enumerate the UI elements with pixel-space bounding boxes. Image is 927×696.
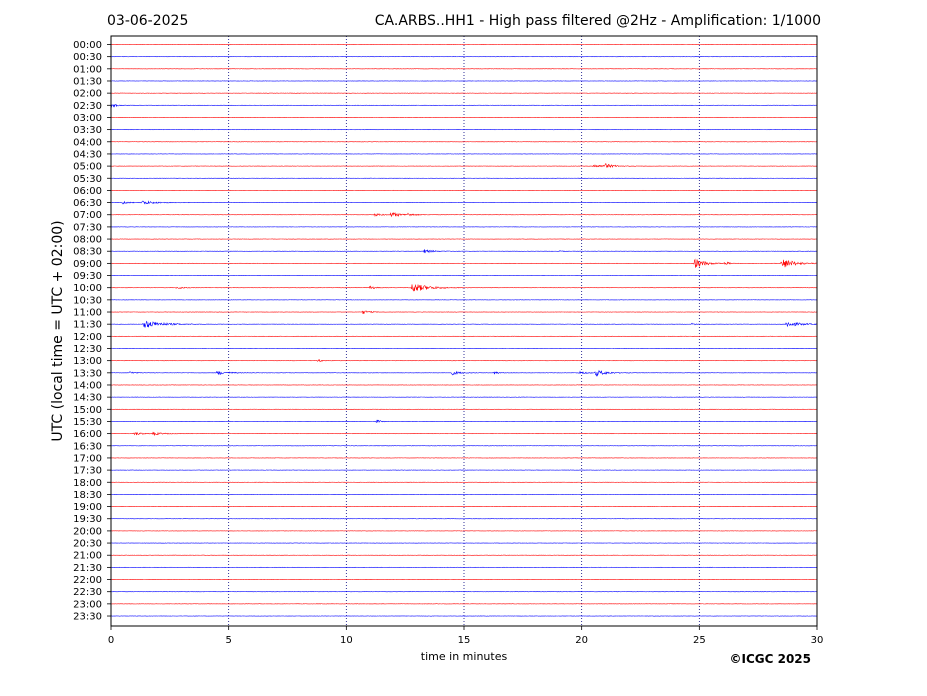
y-tick-label: 06:00 <box>73 186 102 197</box>
y-tick-label: 03:00 <box>73 113 102 124</box>
y-tick-label: 09:30 <box>73 271 102 282</box>
trace-1100 <box>110 310 818 314</box>
y-tick-label: 09:00 <box>73 259 102 270</box>
date-label: 03-06-2025 <box>107 13 188 29</box>
y-tick-label: 18:00 <box>73 478 102 489</box>
x-tick-label: 30 <box>811 635 824 646</box>
copyright-label: ©ICGC 2025 <box>729 652 811 666</box>
x-tick-label: 0 <box>108 635 114 646</box>
y-tick-label: 16:00 <box>73 429 102 440</box>
y-tick-label: 14:30 <box>73 393 102 404</box>
y-tick-label: 13:30 <box>73 368 102 379</box>
y-tick-label: 00:30 <box>73 52 102 63</box>
y-tick-label: 20:00 <box>73 526 102 537</box>
trace-1300 <box>110 359 818 363</box>
y-tick-label: 02:00 <box>73 89 102 100</box>
x-tick-label: 10 <box>340 635 353 646</box>
y-tick-label: 21:00 <box>73 551 102 562</box>
trace-0500 <box>110 163 818 168</box>
x-tick-label: 25 <box>693 635 706 646</box>
y-tick-label: 23:00 <box>73 599 102 610</box>
y-tick-label: 11:00 <box>73 308 102 319</box>
y-tick-label: 15:30 <box>73 417 102 428</box>
trace-0830 <box>110 249 818 254</box>
y-tick-label: 07:30 <box>73 222 102 233</box>
y-tick-label: 15:00 <box>73 405 102 416</box>
y-tick-label: 08:00 <box>73 235 102 246</box>
trace-0630 <box>110 200 818 205</box>
trace-1130 <box>110 320 818 328</box>
y-tick-label: 22:30 <box>73 587 102 598</box>
trace-1530 <box>110 419 818 424</box>
y-tick-label: 11:30 <box>73 320 102 331</box>
vertical-grid <box>228 36 700 626</box>
y-tick-label: 04:30 <box>73 149 102 160</box>
y-tick-label: 20:30 <box>73 539 102 550</box>
y-tick-label: 02:30 <box>73 101 102 112</box>
x-tick-label: 5 <box>225 635 231 646</box>
y-tick-label: 17:00 <box>73 453 102 464</box>
y-tick-label: 18:30 <box>73 490 102 501</box>
y-tick-label: 14:00 <box>73 380 102 391</box>
y-tick-label: 22:00 <box>73 575 102 586</box>
y-tick-label: 21:30 <box>73 563 102 574</box>
seismic-traces <box>110 44 818 617</box>
y-tick-label: 08:30 <box>73 247 102 258</box>
x-axis-label: time in minutes <box>421 650 508 663</box>
y-axis-label: UTC (local time = UTC + 02:00) <box>50 220 66 441</box>
y-tick-label: 19:00 <box>73 502 102 513</box>
y-tick-label: 23:30 <box>73 612 102 623</box>
y-tick-label: 01:00 <box>73 64 102 75</box>
y-tick-label: 13:00 <box>73 356 102 367</box>
trace-0700 <box>110 211 818 218</box>
y-tick-label: 12:30 <box>73 344 102 355</box>
y-tick-label: 05:30 <box>73 174 102 185</box>
y-tick-label: 19:30 <box>73 514 102 525</box>
x-tick-label: 20 <box>575 635 588 646</box>
trace-1600 <box>110 431 818 437</box>
x-tick-label: 15 <box>458 635 471 646</box>
y-tick-label: 07:00 <box>73 210 102 221</box>
y-tick-label: 10:00 <box>73 283 102 294</box>
x-axis-ticks: 0 5 10 15 20 25 30 <box>108 626 824 646</box>
trace-0900 <box>110 258 818 268</box>
trace-0230 <box>110 103 818 109</box>
y-tick-label: 16:30 <box>73 441 102 452</box>
y-tick-label: 05:00 <box>73 162 102 173</box>
y-tick-label: 10:30 <box>73 295 102 306</box>
y-tick-label: 01:30 <box>73 76 102 87</box>
y-tick-label: 03:30 <box>73 125 102 136</box>
trace-1330 <box>110 369 818 377</box>
y-tick-label: 12:00 <box>73 332 102 343</box>
y-tick-label: 04:00 <box>73 137 102 148</box>
trace-1000 <box>110 283 818 292</box>
y-tick-label: 00:00 <box>73 40 102 51</box>
y-tick-label: 17:30 <box>73 466 102 477</box>
y-tick-label: 06:30 <box>73 198 102 209</box>
chart-title: CA.ARBS..HH1 - High pass filtered @2Hz -… <box>375 13 821 29</box>
